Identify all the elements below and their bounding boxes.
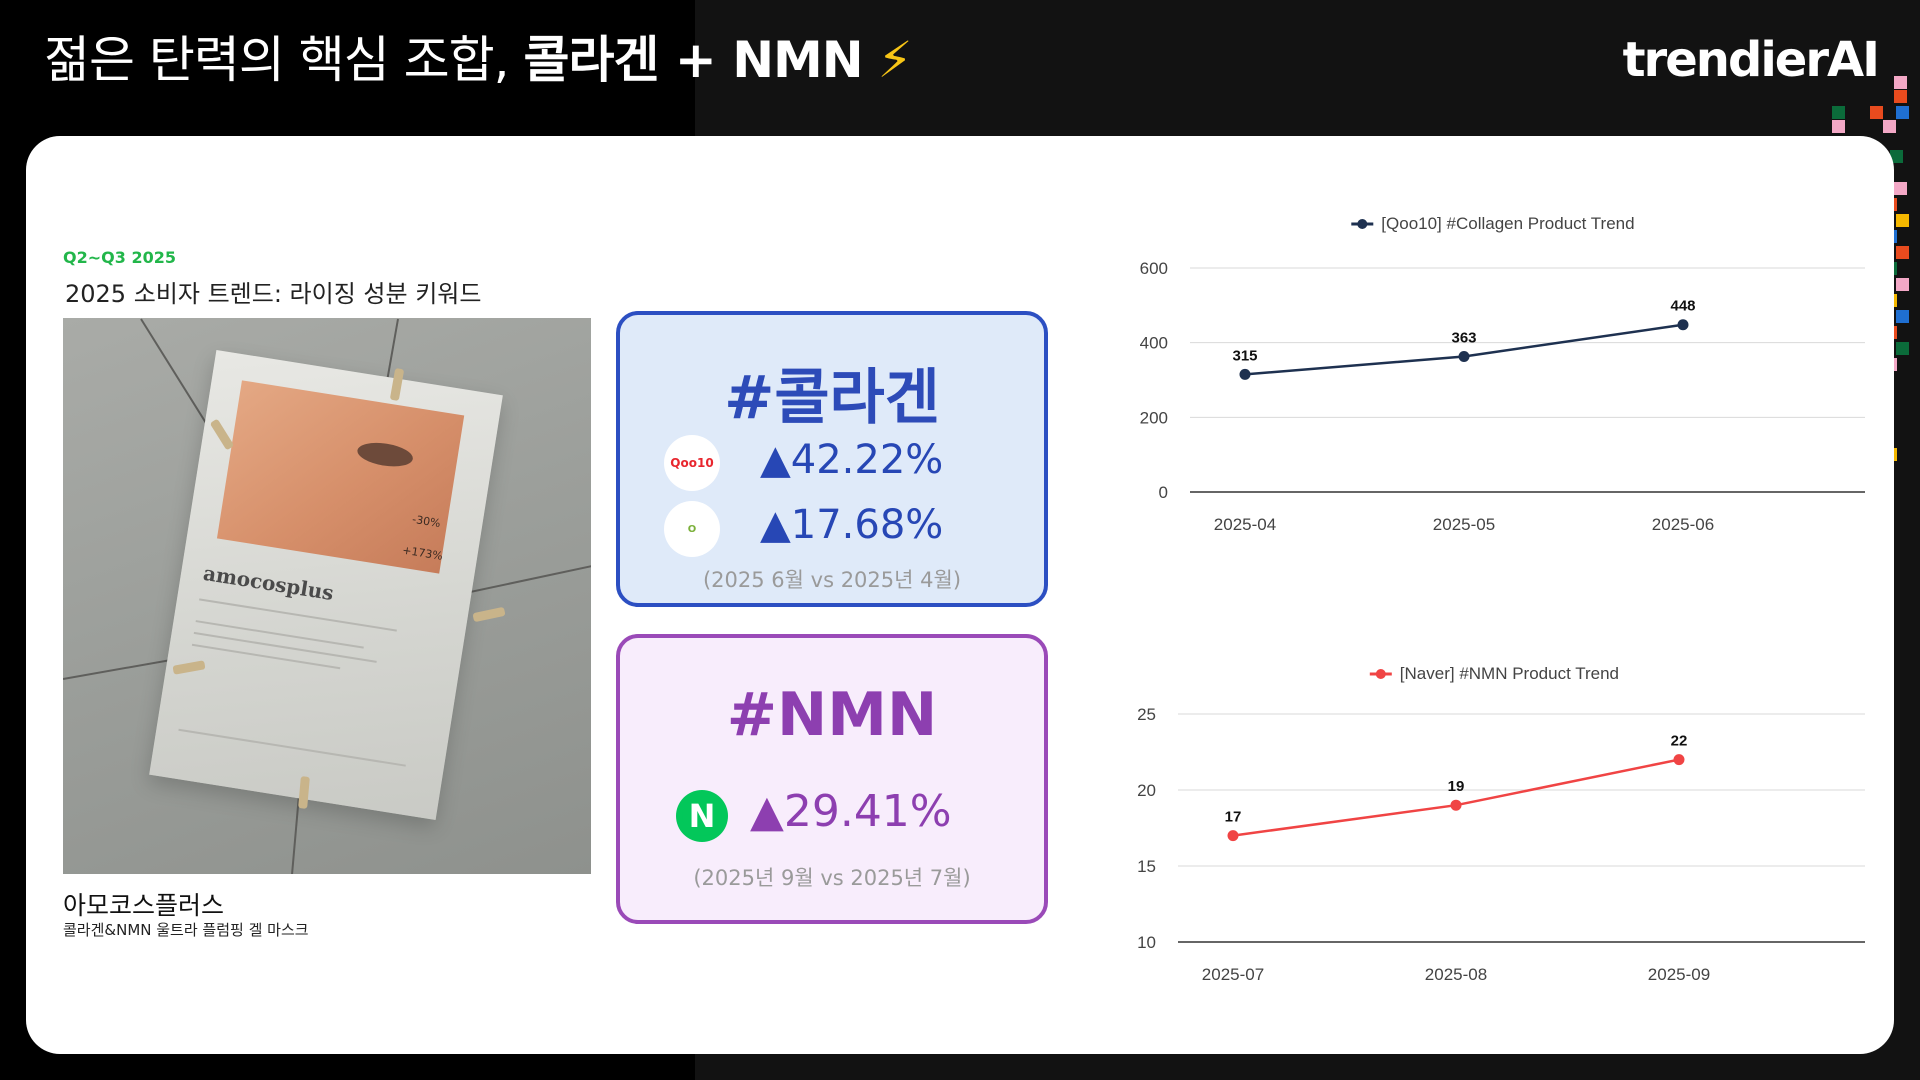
y-tick-label: 10 [1137, 933, 1156, 952]
brand-logo: trendierAI [1622, 32, 1880, 88]
data-label: 315 [1232, 347, 1257, 364]
y-tick-label: 15 [1137, 857, 1156, 876]
pack-text-line [191, 643, 341, 670]
x-tick-label: 2025-06 [1652, 515, 1714, 534]
data-label: 19 [1448, 778, 1465, 795]
eye [355, 439, 415, 470]
clip [298, 776, 310, 809]
product-name: 아모코스플러스 [63, 891, 225, 920]
legend-label: [Naver] #NMN Product Trend [1400, 664, 1619, 683]
y-tick-label: 0 [1159, 483, 1168, 502]
content-card: Q2~Q3 2025 2025 소비자 트렌드: 라이징 성분 키워드 -30%… [26, 136, 1894, 1054]
data-label: 17 [1225, 809, 1242, 826]
growth-value: ▲42.22% [760, 437, 944, 483]
data-point [1458, 350, 1470, 362]
headline-light: 젊은 탄력의 핵심 조합, [44, 31, 510, 89]
page-headline: 젊은 탄력의 핵심 조합, 콜라겐 + NMN ⚡ [44, 24, 913, 96]
x-tick-label: 2025-05 [1433, 515, 1495, 534]
logo-text: N [688, 797, 716, 835]
clip [472, 606, 506, 623]
logo-text: O [687, 523, 697, 535]
pack-stat: -30% [411, 512, 442, 531]
growth-value: ▲29.41% [750, 786, 952, 837]
section-subhead: 2025 소비자 트렌드: 라이징 성분 키워드 [65, 280, 482, 308]
lightning-icon: ⚡ [877, 31, 913, 89]
x-tick-label: 2025-09 [1648, 965, 1710, 984]
keyword-tag: #NMN [726, 680, 938, 750]
data-label: 22 [1671, 733, 1688, 750]
data-point [1450, 799, 1462, 811]
oliveyoung-logo-icon: O [664, 501, 720, 557]
mask-pouch: -30% +173% amocosplus [149, 349, 503, 821]
naver-logo-icon: N [676, 790, 728, 842]
logo-text: Qoo10 [670, 456, 714, 470]
data-point [1673, 754, 1685, 766]
nmn-keyword-card: #NMN N ▲29.41% (2025년 9월 vs 2025년 7월) [616, 634, 1048, 924]
pack-brand-text: amocosplus [201, 560, 336, 606]
pack-text-line [178, 728, 406, 767]
collagen-trend-chart: [Qoo10] #Collagen Product Trend 0 200 400 60… [1140, 214, 1865, 534]
qoo10-logo-icon: Qoo10 [664, 435, 720, 491]
y-tick-label: 600 [1140, 259, 1168, 278]
data-point [1227, 830, 1239, 842]
y-tick-label: 400 [1140, 334, 1168, 353]
x-tick-label: 2025-07 [1202, 965, 1264, 984]
nmn-trend-chart: [Naver] #NMN Product Trend 10 15 20 25 2025-0… [1137, 664, 1865, 984]
legend-label: [Qoo10] #Collagen Product Trend [1381, 214, 1634, 233]
growth-value: ▲17.68% [760, 502, 944, 548]
comparison-period: (2025 6월 vs 2025년 4월) [702, 568, 962, 592]
data-label: 448 [1670, 298, 1695, 315]
data-point [1677, 319, 1689, 331]
y-tick-label: 200 [1140, 408, 1168, 427]
data-point [1239, 368, 1251, 380]
legend-marker [1375, 669, 1386, 679]
product-photo: -30% +173% amocosplus [63, 318, 591, 874]
comparison-period: (2025년 9월 vs 2025년 7월) [693, 866, 971, 890]
x-tick-label: 2025-08 [1425, 965, 1487, 984]
data-label: 363 [1451, 329, 1476, 346]
keyword-tag: #콜라겐 [724, 363, 940, 433]
series-line [1232, 758, 1680, 837]
face-image: -30% +173% [216, 380, 465, 574]
y-tick-label: 20 [1137, 781, 1156, 800]
y-tick-label: 25 [1137, 705, 1156, 724]
legend-marker [1357, 219, 1368, 229]
period-eyebrow: Q2~Q3 2025 [63, 248, 176, 267]
collagen-keyword-card: #콜라겐 Qoo10 ▲42.22% O ▲17.68% (2025 6월 vs… [616, 311, 1048, 607]
headline-bold: 콜라겐 + NMN [523, 31, 863, 89]
x-tick-label: 2025-04 [1214, 515, 1276, 534]
pack-stat: +173% [401, 543, 444, 563]
pack-text-line [195, 620, 364, 649]
product-description: 콜라겐&NMN 울트라 플럼핑 겔 마스크 [63, 921, 309, 939]
